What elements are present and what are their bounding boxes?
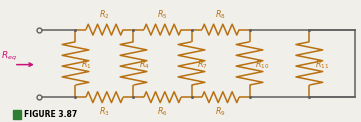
- Text: $R_3$: $R_3$: [99, 105, 110, 118]
- Bar: [13, 110, 21, 119]
- Text: $R_5$: $R_5$: [157, 9, 168, 21]
- Text: FIGURE 3.87: FIGURE 3.87: [24, 110, 77, 119]
- Text: $R_6$: $R_6$: [157, 105, 168, 118]
- Text: $R_7$: $R_7$: [197, 58, 208, 71]
- Text: $R_1$: $R_1$: [81, 58, 91, 71]
- Text: $R_9$: $R_9$: [215, 105, 226, 118]
- Text: $R_{10}$: $R_{10}$: [255, 58, 269, 71]
- Text: $R_{eq}$: $R_{eq}$: [1, 50, 17, 63]
- Text: $R_4$: $R_4$: [139, 58, 149, 71]
- Text: $R_{11}$: $R_{11}$: [314, 58, 329, 71]
- Text: $R_2$: $R_2$: [99, 9, 110, 21]
- Text: $R_8$: $R_8$: [215, 9, 226, 21]
